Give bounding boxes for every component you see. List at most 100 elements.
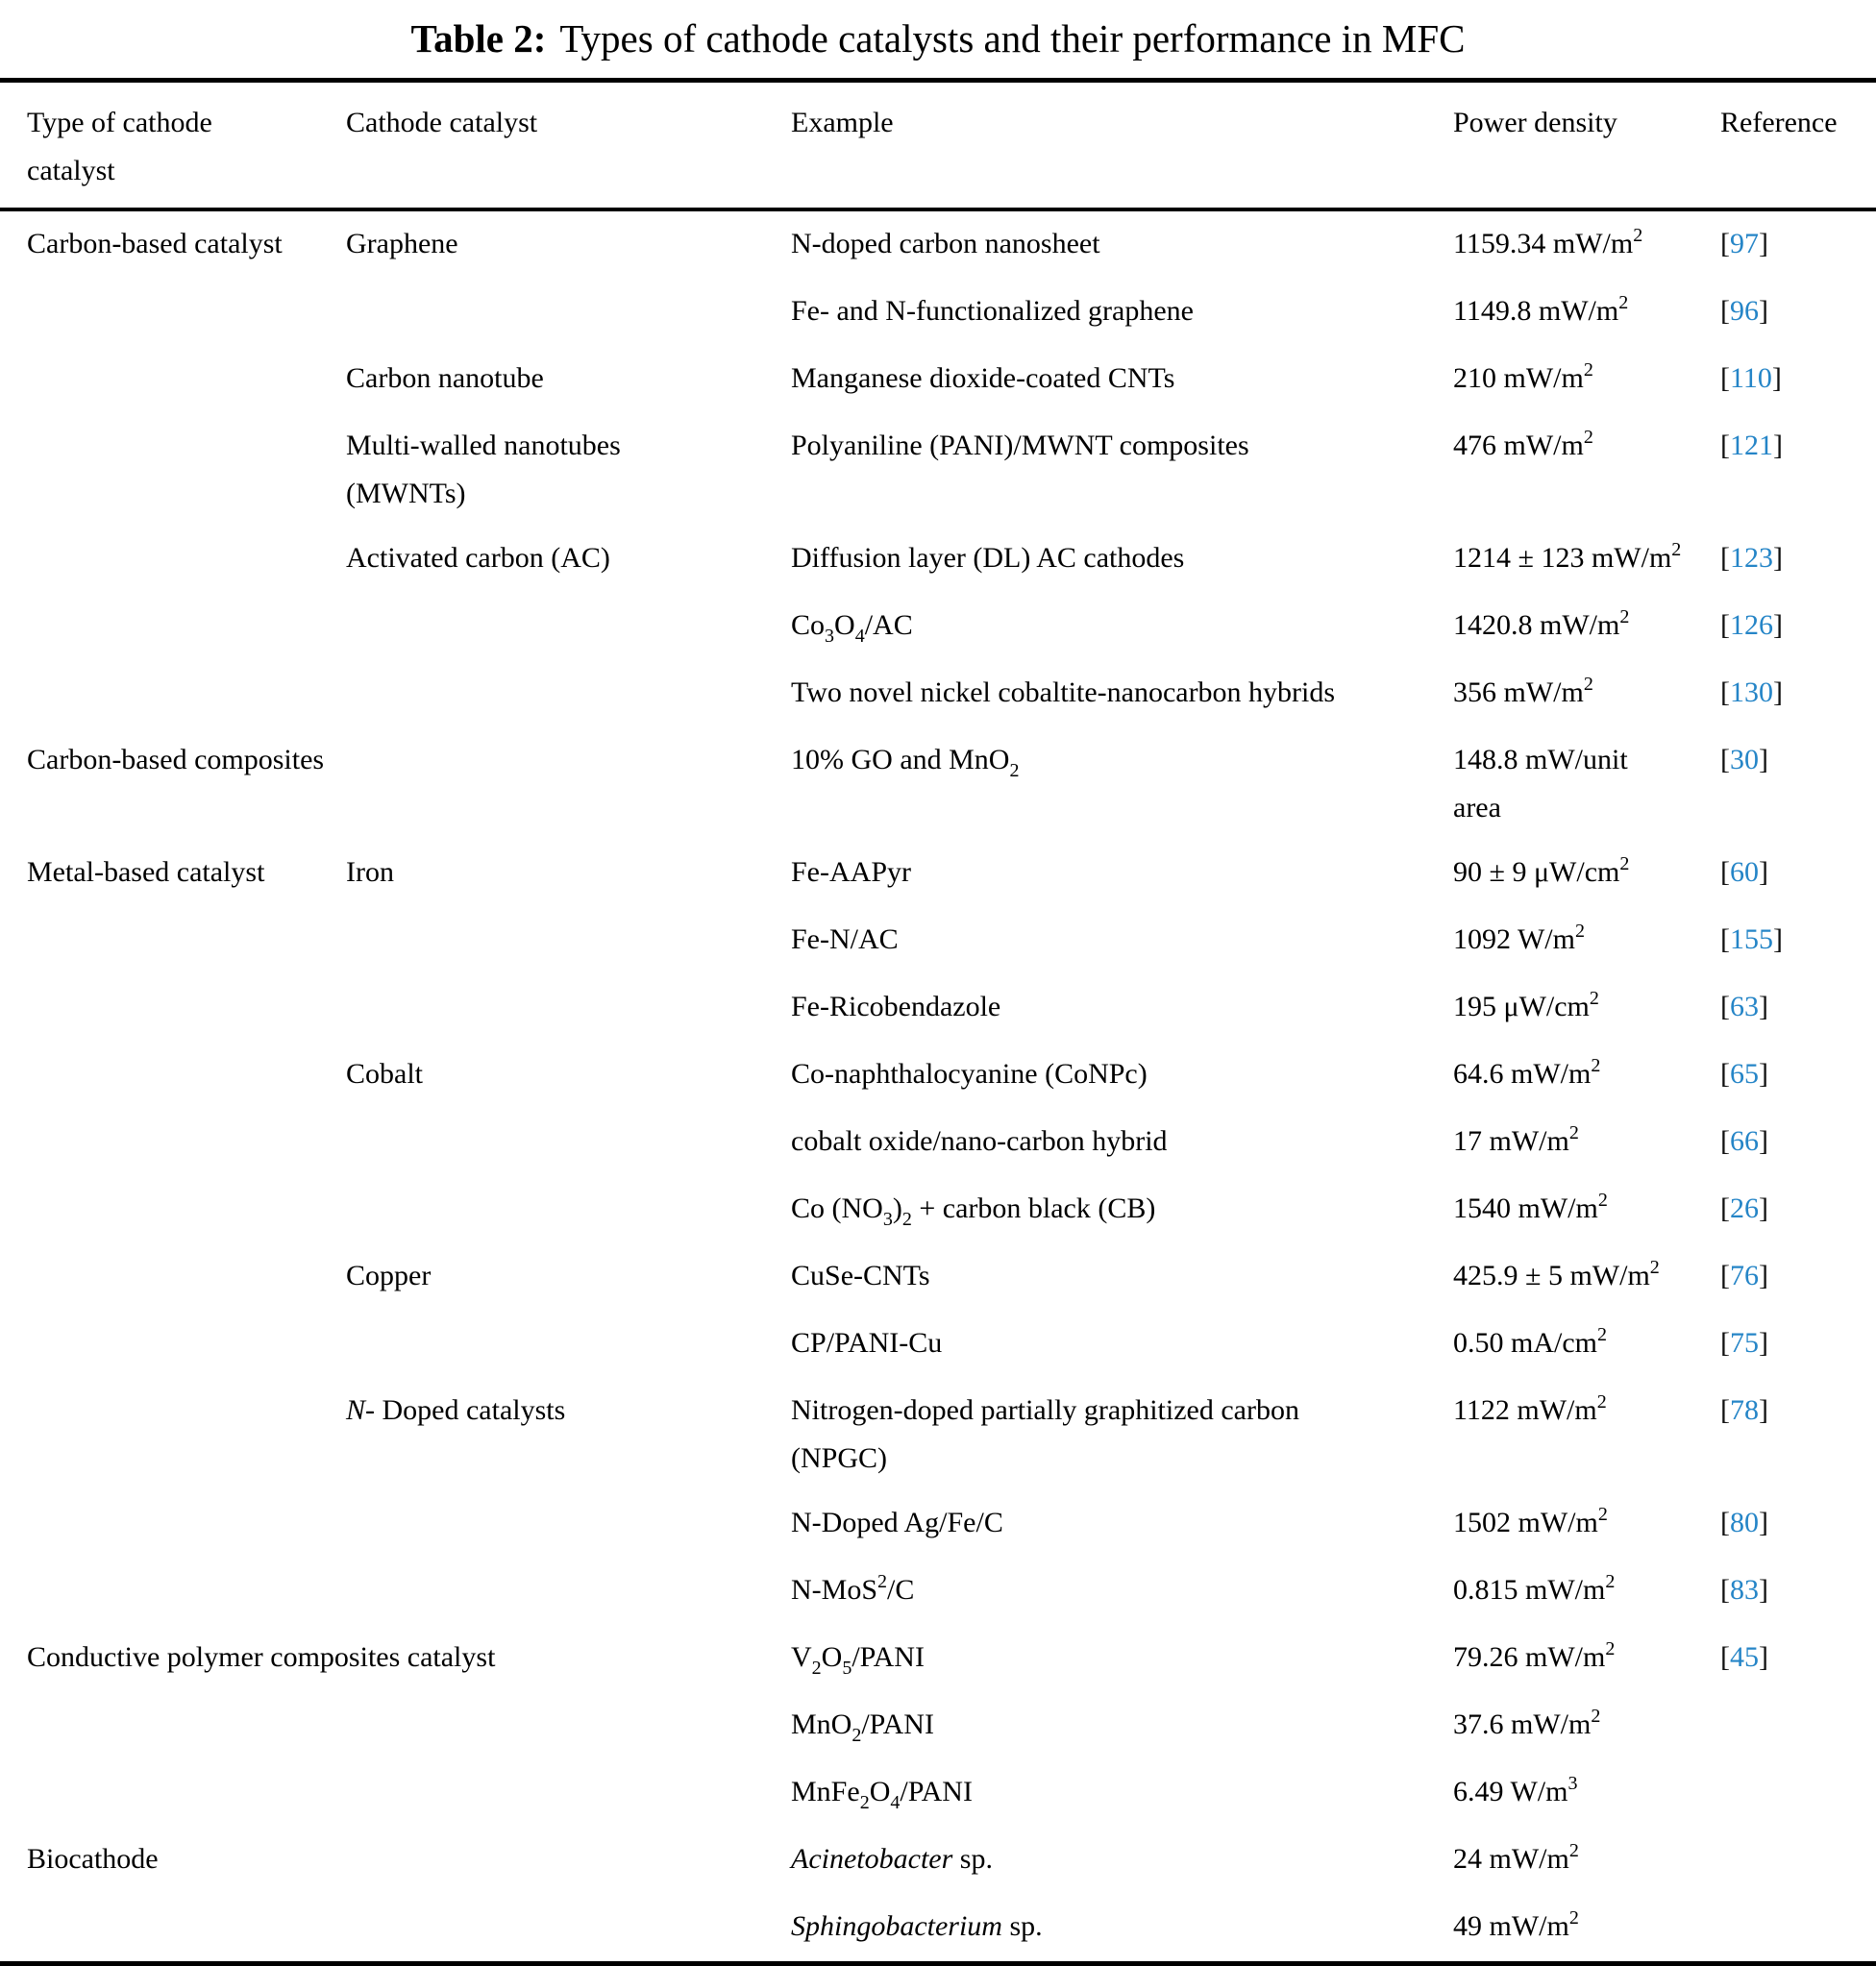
reference-link[interactable]: 63 bbox=[1730, 991, 1759, 1022]
cell-type: Metal-based catalyst bbox=[27, 856, 265, 888]
table-row: Carbon-based catalyst Graphene N-doped car… bbox=[0, 209, 1876, 279]
reference-link[interactable]: 126 bbox=[1730, 609, 1773, 641]
bracket-close: ] bbox=[1759, 1641, 1768, 1673]
cell-power: 17 mW/m2 bbox=[1453, 1122, 1579, 1157]
bracket-close: ] bbox=[1759, 1058, 1768, 1090]
bracket-open: [ bbox=[1720, 362, 1730, 394]
cell-example: Acinetobacter sp. bbox=[791, 1843, 993, 1875]
reference-link[interactable]: 96 bbox=[1730, 295, 1759, 327]
table-caption: Types of cathode catalysts and their per… bbox=[559, 16, 1466, 61]
cell-example: cobalt oxide/nano-carbon hybrid bbox=[791, 1125, 1168, 1157]
reference-link[interactable]: 130 bbox=[1730, 676, 1773, 708]
cell-example: MnFe2O4/PANI bbox=[791, 1776, 973, 1813]
bracket-close: ] bbox=[1759, 1260, 1768, 1291]
bracket-open: [ bbox=[1720, 1260, 1730, 1291]
catalyst-table: Type of cathode catalyst Cathode catalys… bbox=[0, 78, 1876, 1966]
reference-link[interactable]: 121 bbox=[1730, 430, 1773, 461]
cell-type: Biocathode bbox=[27, 1843, 159, 1875]
table-row: Activated carbon (AC) Diffusion layer (DL… bbox=[0, 526, 1876, 593]
table-header: Type of cathode catalyst Cathode catalys… bbox=[0, 80, 1876, 211]
cell-catalyst bbox=[346, 1759, 791, 1827]
cell-type bbox=[0, 1894, 346, 1964]
cell-type bbox=[0, 1490, 346, 1558]
reference-link[interactable]: 80 bbox=[1730, 1507, 1759, 1538]
cell-type bbox=[0, 413, 346, 526]
cell-example: 10% GO and MnO2 bbox=[791, 744, 1020, 781]
cell-catalyst bbox=[346, 1894, 791, 1964]
table-row: Co3O4/AC 1420.8 mW/m2 [126] bbox=[0, 593, 1876, 660]
header-row: Type of cathode catalyst Cathode catalys… bbox=[0, 80, 1876, 211]
reference-link[interactable]: 83 bbox=[1730, 1574, 1759, 1606]
table-row: Carbon-based composites 10% GO and MnO2 14… bbox=[0, 727, 1876, 840]
cell-type bbox=[0, 1243, 346, 1311]
reference-link[interactable]: 26 bbox=[1730, 1192, 1759, 1224]
cell-catalyst bbox=[346, 1176, 791, 1243]
table-row: Fe-Ricobendazole 195 μW/cm2 [63] bbox=[0, 974, 1876, 1042]
cell-type bbox=[0, 1378, 346, 1490]
reference-link[interactable]: 75 bbox=[1730, 1327, 1759, 1359]
table-row: Cobalt Co-naphthalocyanine (CoNPc) 64.6 mW… bbox=[0, 1042, 1876, 1109]
bracket-close: ] bbox=[1759, 295, 1768, 327]
cell-type bbox=[0, 1692, 346, 1759]
bracket-open: [ bbox=[1720, 856, 1730, 888]
cell-example: CP/PANI-Cu bbox=[791, 1327, 943, 1359]
reference-link[interactable]: 123 bbox=[1730, 542, 1773, 574]
cell-example: MnO2/PANI bbox=[791, 1708, 934, 1746]
bracket-close: ] bbox=[1759, 856, 1768, 888]
table-label: Table 2: bbox=[410, 16, 547, 61]
cell-type bbox=[0, 1311, 346, 1378]
cell-catalyst bbox=[346, 727, 791, 840]
cell-type bbox=[0, 1109, 346, 1176]
cell-type bbox=[0, 279, 346, 346]
table-row: MnFe2O4/PANI 6.49 W/m3 bbox=[0, 1759, 1876, 1827]
bracket-close: ] bbox=[1773, 609, 1783, 641]
reference-link[interactable]: 110 bbox=[1730, 362, 1772, 394]
reference-link[interactable]: 76 bbox=[1730, 1260, 1759, 1291]
table-title: Table 2: Types of cathode catalysts and t… bbox=[0, 0, 1876, 78]
cell-type: Conductive polymer composites catalyst bbox=[27, 1641, 496, 1673]
cell-power: 356 mW/m2 bbox=[1453, 674, 1593, 708]
cell-power: 148.8 mW/unit area bbox=[1453, 744, 1628, 823]
table-row: N-MoS2/C 0.815 mW/m2 [83] bbox=[0, 1558, 1876, 1625]
cell-power: 6.49 W/m3 bbox=[1453, 1773, 1578, 1807]
cell-power: 1149.8 mW/m2 bbox=[1453, 292, 1629, 327]
cell-power: 37.6 mW/m2 bbox=[1453, 1706, 1601, 1740]
bracket-close: ] bbox=[1759, 1574, 1768, 1606]
cell-power: 1159.34 mW/m2 bbox=[1453, 225, 1643, 259]
header-power-density: Power density bbox=[1453, 80, 1720, 211]
cell-power: 1122 mW/m2 bbox=[1453, 1391, 1607, 1426]
cell-power: 90 ± 9 μW/cm2 bbox=[1453, 853, 1630, 888]
cell-catalyst: Cobalt bbox=[346, 1058, 423, 1090]
reference-link[interactable]: 30 bbox=[1730, 744, 1759, 775]
reference-link[interactable]: 66 bbox=[1730, 1125, 1759, 1157]
reference-link[interactable]: 97 bbox=[1730, 228, 1759, 259]
cell-type bbox=[0, 1176, 346, 1243]
cell-example: N-MoS2/C bbox=[791, 1571, 915, 1606]
reference-link[interactable]: 65 bbox=[1730, 1058, 1759, 1090]
bracket-open: [ bbox=[1720, 1192, 1730, 1224]
cell-power: 195 μW/cm2 bbox=[1453, 988, 1599, 1022]
cell-reference: [76] bbox=[1720, 1243, 1876, 1311]
table-row: Two novel nickel cobaltite-nanocarbon hy… bbox=[0, 660, 1876, 727]
cell-reference: [80] bbox=[1720, 1490, 1876, 1558]
bracket-open: [ bbox=[1720, 991, 1730, 1022]
bracket-close: ] bbox=[1773, 542, 1783, 574]
header-cathode-catalyst: Cathode catalyst bbox=[346, 80, 791, 211]
reference-link[interactable]: 155 bbox=[1730, 923, 1773, 955]
bracket-open: [ bbox=[1720, 744, 1730, 775]
bracket-close: ] bbox=[1759, 1327, 1768, 1359]
reference-link[interactable]: 45 bbox=[1730, 1641, 1759, 1673]
cell-catalyst bbox=[346, 907, 791, 974]
table-row: Metal-based catalyst Iron Fe-AAPyr 90 ± 9 μ… bbox=[0, 840, 1876, 907]
reference-link[interactable]: 60 bbox=[1730, 856, 1759, 888]
bracket-open: [ bbox=[1720, 1641, 1730, 1673]
cell-catalyst bbox=[346, 1490, 791, 1558]
cell-power: 79.26 mW/m2 bbox=[1453, 1638, 1616, 1673]
table-row: CP/PANI-Cu 0.50 mA/cm2 [75] bbox=[0, 1311, 1876, 1378]
cell-reference bbox=[1720, 1759, 1876, 1827]
cell-example: N-doped carbon nanosheet bbox=[791, 228, 1100, 259]
reference-link[interactable]: 78 bbox=[1730, 1394, 1759, 1426]
bracket-close: ] bbox=[1759, 228, 1768, 259]
bracket-open: [ bbox=[1720, 1058, 1730, 1090]
cell-reference bbox=[1720, 1827, 1876, 1894]
